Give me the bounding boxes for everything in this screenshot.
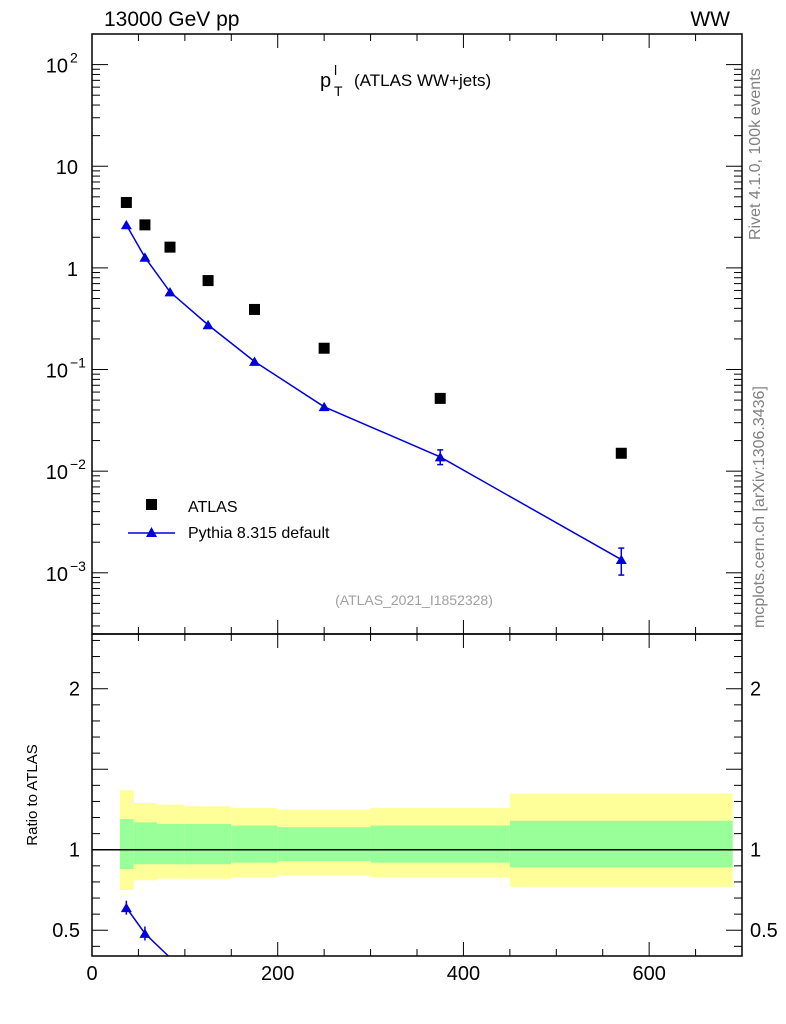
plot-title-superscript: l bbox=[334, 62, 337, 78]
legend-pythia-marker bbox=[146, 527, 157, 537]
header-left: 13000 GeV pp bbox=[104, 8, 240, 31]
ratio-band-green-7 bbox=[509, 820, 733, 868]
ratio-y-ticks: 0.5 0.5 1 1 2 2 bbox=[52, 639, 778, 947]
y-tick-label: 10 bbox=[46, 361, 68, 383]
legend-atlas-label: ATLAS bbox=[188, 499, 238, 516]
ratio-band-green-5 bbox=[277, 827, 371, 862]
atlas-point bbox=[249, 303, 260, 315]
ratio-y-tick-label-right: 1 bbox=[750, 840, 761, 862]
legend: ATLAS Pythia 8.315 default bbox=[128, 499, 330, 542]
main-atlas-series bbox=[120, 196, 627, 459]
atlas-point bbox=[318, 342, 330, 354]
y-tick-label: 1 bbox=[67, 259, 78, 281]
pythia-point bbox=[202, 319, 214, 330]
pythia-point bbox=[615, 554, 627, 564]
ratio-pythia-line bbox=[125, 907, 169, 957]
ratio-y-tick-label-left: 2 bbox=[69, 679, 80, 701]
x-tick-label: 200 bbox=[261, 963, 294, 985]
pythia-point bbox=[318, 401, 330, 412]
ratio-band-green-2 bbox=[157, 823, 185, 865]
atlas-point bbox=[615, 447, 627, 459]
ratio-pythia-series bbox=[120, 900, 169, 957]
y-tick-exponent: 2 bbox=[70, 50, 78, 66]
y-tick-label: 10 bbox=[46, 564, 68, 586]
ratio-uncertainty-bands bbox=[119, 790, 733, 890]
main-frame bbox=[91, 33, 743, 635]
legend-atlas-marker bbox=[146, 499, 157, 510]
x-ticks: 0 200 400 600 bbox=[86, 34, 743, 985]
ratio-y-tick-label-right: 0.5 bbox=[750, 920, 778, 942]
pythia-point bbox=[434, 451, 446, 462]
main-pythia-series bbox=[120, 219, 627, 576]
plot-title-text: (ATLAS WW+jets) bbox=[354, 71, 491, 90]
x-tick-label: 600 bbox=[632, 963, 665, 985]
ratio-y-tick-label-left: 1 bbox=[69, 840, 80, 862]
plot-title-subscript: T bbox=[334, 83, 343, 99]
ratio-band-green-0 bbox=[119, 819, 134, 870]
y-tick-exponent: −2 bbox=[70, 456, 86, 472]
y-tick-label: 10 bbox=[46, 56, 68, 78]
header-right: WW bbox=[690, 8, 730, 31]
atlas-point bbox=[434, 392, 446, 404]
rivet-version-label: Rivet 4.1.0, 100k events bbox=[747, 68, 764, 240]
ratio-pythia-point bbox=[120, 902, 132, 913]
plot-title-symbol: p bbox=[320, 70, 331, 92]
y-tick-exponent: −3 bbox=[70, 558, 86, 574]
atlas-point bbox=[139, 219, 151, 231]
atlas-point bbox=[164, 241, 176, 253]
atlas-point bbox=[120, 196, 132, 208]
ratio-y-tick-label-right: 2 bbox=[750, 679, 761, 701]
ratio-band-green-6 bbox=[370, 825, 510, 863]
x-tick-label: 0 bbox=[86, 963, 97, 985]
analysis-watermark: (ATLAS_2021_I1852328) bbox=[335, 592, 493, 608]
legend-pythia-label: Pythia 8.315 default bbox=[188, 525, 330, 542]
y-tick-label: 10 bbox=[56, 157, 78, 179]
y-tick-label: 10 bbox=[46, 462, 68, 484]
ratio-band-green-4 bbox=[231, 825, 278, 863]
pythia-point bbox=[139, 252, 151, 262]
ratio-y-tick-label-left: 0.5 bbox=[52, 920, 80, 942]
pythia-point bbox=[164, 286, 176, 297]
ratio-pythia-point bbox=[139, 928, 151, 938]
atlas-point bbox=[202, 275, 214, 287]
ratio-band-green-1 bbox=[133, 822, 157, 865]
pythia-line bbox=[125, 224, 622, 561]
pythia-point bbox=[249, 356, 260, 366]
y-tick-exponent: −1 bbox=[70, 355, 86, 371]
x-tick-label: 400 bbox=[447, 963, 480, 985]
mcplots-label: mcplots.cern.ch [arXiv:1306.3436] bbox=[751, 386, 768, 628]
ratio-band-green-3 bbox=[184, 823, 232, 865]
pythia-point bbox=[120, 219, 132, 230]
ratio-y-axis-label: Ratio to ATLAS bbox=[24, 744, 41, 845]
